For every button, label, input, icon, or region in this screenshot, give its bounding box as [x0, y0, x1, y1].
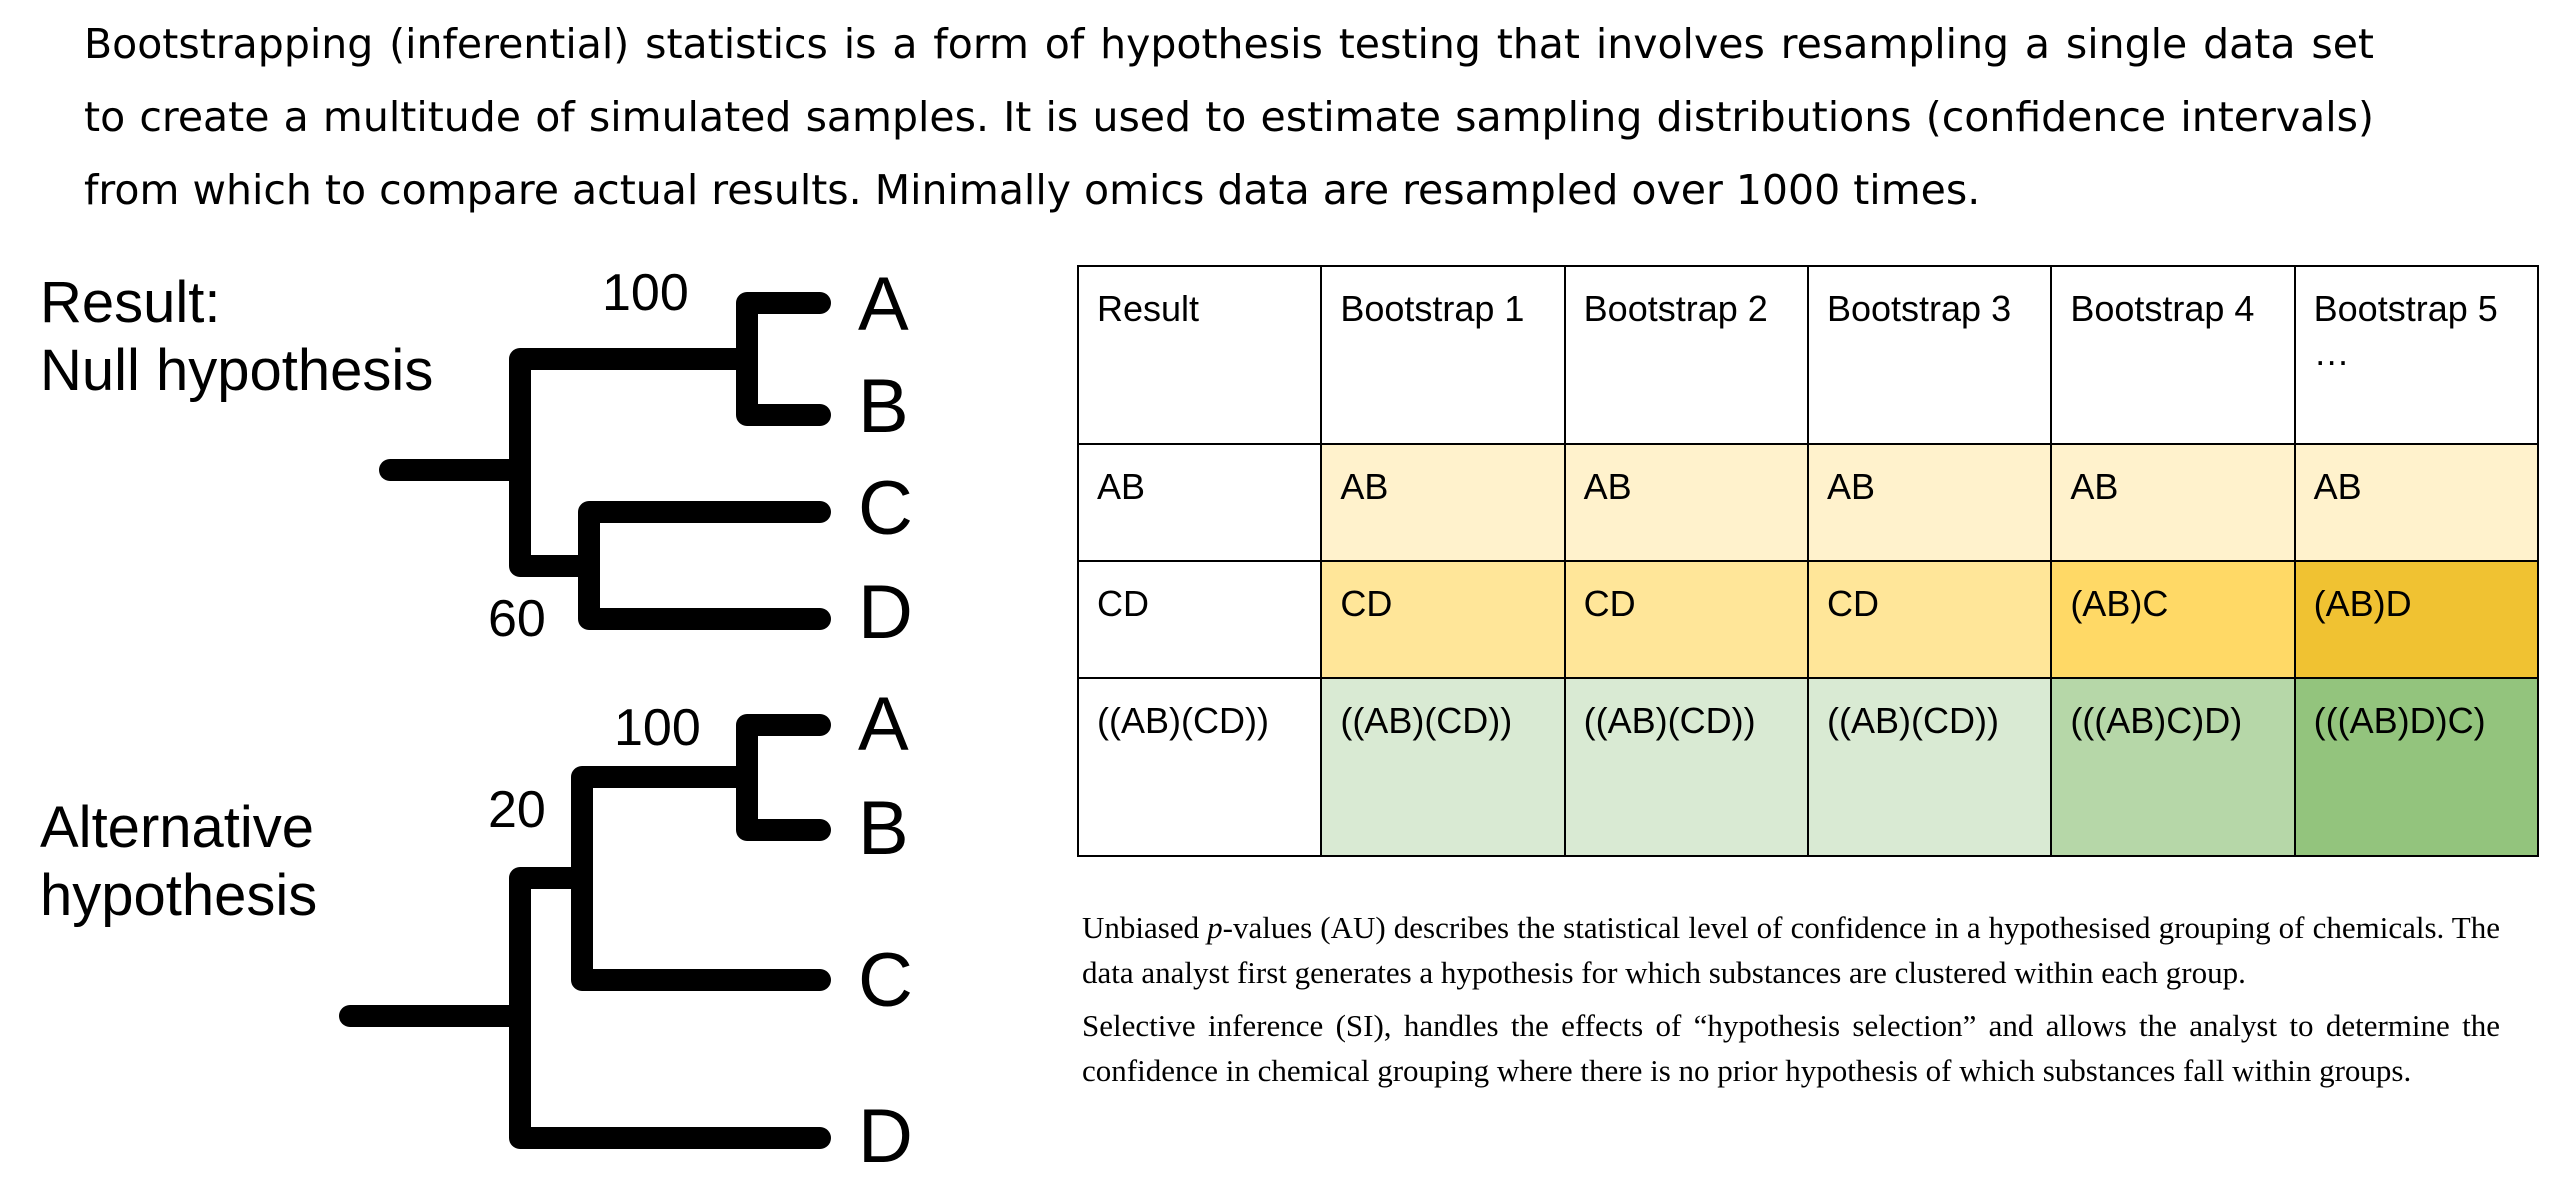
header-ellipsis: …	[2313, 332, 2350, 373]
header-bootstrap-1: Bootstrap 1	[1320, 265, 1566, 445]
alt-support-ab: 100	[614, 699, 701, 757]
header-bootstrap-5: Bootstrap 5…	[2293, 265, 2540, 445]
null-leaf-d: D	[858, 570, 913, 655]
null-title-line2: Null hypothesis	[40, 338, 433, 403]
table-cell: ((AB)(CD))	[1320, 677, 1566, 857]
au-text-start: Unbiased	[1082, 910, 1208, 945]
dendrogram-panel: Result: Null hypothesis 100 60 A B C D A…	[40, 262, 913, 1179]
table-cell: CD	[1076, 560, 1323, 679]
table-row: CD CD CD CD (AB)C (AB)D	[1076, 560, 2540, 679]
notes-section: Unbiased p-values (AU) describes the sta…	[1082, 905, 2500, 1101]
si-description: Selective inference (SI), handles the ef…	[1082, 1008, 2500, 1088]
table-row: ((AB)(CD)) ((AB)(CD)) ((AB)(CD)) ((AB)(C…	[1076, 677, 2540, 857]
alt-leaf-b: B	[858, 786, 909, 871]
table-cell: ((AB)(CD))	[1806, 677, 2053, 857]
au-text-rest: -values (AU) describes the statistical l…	[1082, 910, 2500, 990]
table-cell: AB	[2293, 443, 2540, 562]
table-cell: AB	[1320, 443, 1566, 562]
null-leaf-c: C	[858, 466, 913, 551]
null-hypothesis-tree	[379, 292, 831, 630]
table-cell: (((AB)D)C)	[2293, 677, 2540, 857]
table-cell: AB	[1806, 443, 2053, 562]
alt-support-abc: 20	[488, 781, 546, 839]
intro-paragraph: Bootstrapping (inferential) statistics i…	[84, 20, 2374, 214]
alt-title-line2: hypothesis	[40, 863, 317, 928]
header-bootstrap-2: Bootstrap 2	[1563, 265, 1809, 445]
header-bootstrap-3: Bootstrap 3	[1806, 265, 2053, 445]
table-cell: AB	[1076, 443, 1323, 562]
null-support-cd: 60	[488, 590, 546, 648]
au-p-italic: p	[1207, 910, 1223, 945]
table-cell: (((AB)C)D)	[2050, 677, 2296, 857]
null-leaf-b: B	[858, 364, 909, 449]
header-bootstrap-4: Bootstrap 4	[2050, 265, 2296, 445]
table-cell: CD	[1563, 560, 1809, 679]
bootstrap-table: Result Bootstrap 1 Bootstrap 2 Bootstrap…	[1076, 265, 2540, 857]
header-bootstrap-5-label: Bootstrap 5	[2313, 288, 2498, 329]
au-description: Unbiased p-values (AU) describes the sta…	[1082, 905, 2500, 995]
alternative-hypothesis-tree	[339, 714, 831, 1149]
alt-leaf-c: C	[858, 938, 913, 1023]
alt-leaf-a: A	[858, 682, 909, 767]
table-cell: AB	[1563, 443, 1809, 562]
null-support-ab: 100	[602, 264, 689, 322]
null-leaf-a: A	[858, 262, 909, 347]
table-cell: CD	[1320, 560, 1566, 679]
table-cell: (AB)D	[2293, 560, 2540, 679]
table-cell: (AB)C	[2050, 560, 2296, 679]
alt-leaf-d: D	[858, 1094, 913, 1179]
null-title-line1: Result:	[40, 270, 221, 335]
table-cell: ((AB)(CD))	[1076, 677, 1323, 857]
table-cell: ((AB)(CD))	[1563, 677, 1809, 857]
table-cell: AB	[2050, 443, 2296, 562]
table-row: AB AB AB AB AB AB	[1076, 443, 2540, 562]
header-result: Result	[1076, 265, 1323, 445]
alt-title-line1: Alternative	[40, 795, 314, 860]
table-header-row: Result Bootstrap 1 Bootstrap 2 Bootstrap…	[1076, 265, 2540, 445]
table-cell: CD	[1806, 560, 2053, 679]
